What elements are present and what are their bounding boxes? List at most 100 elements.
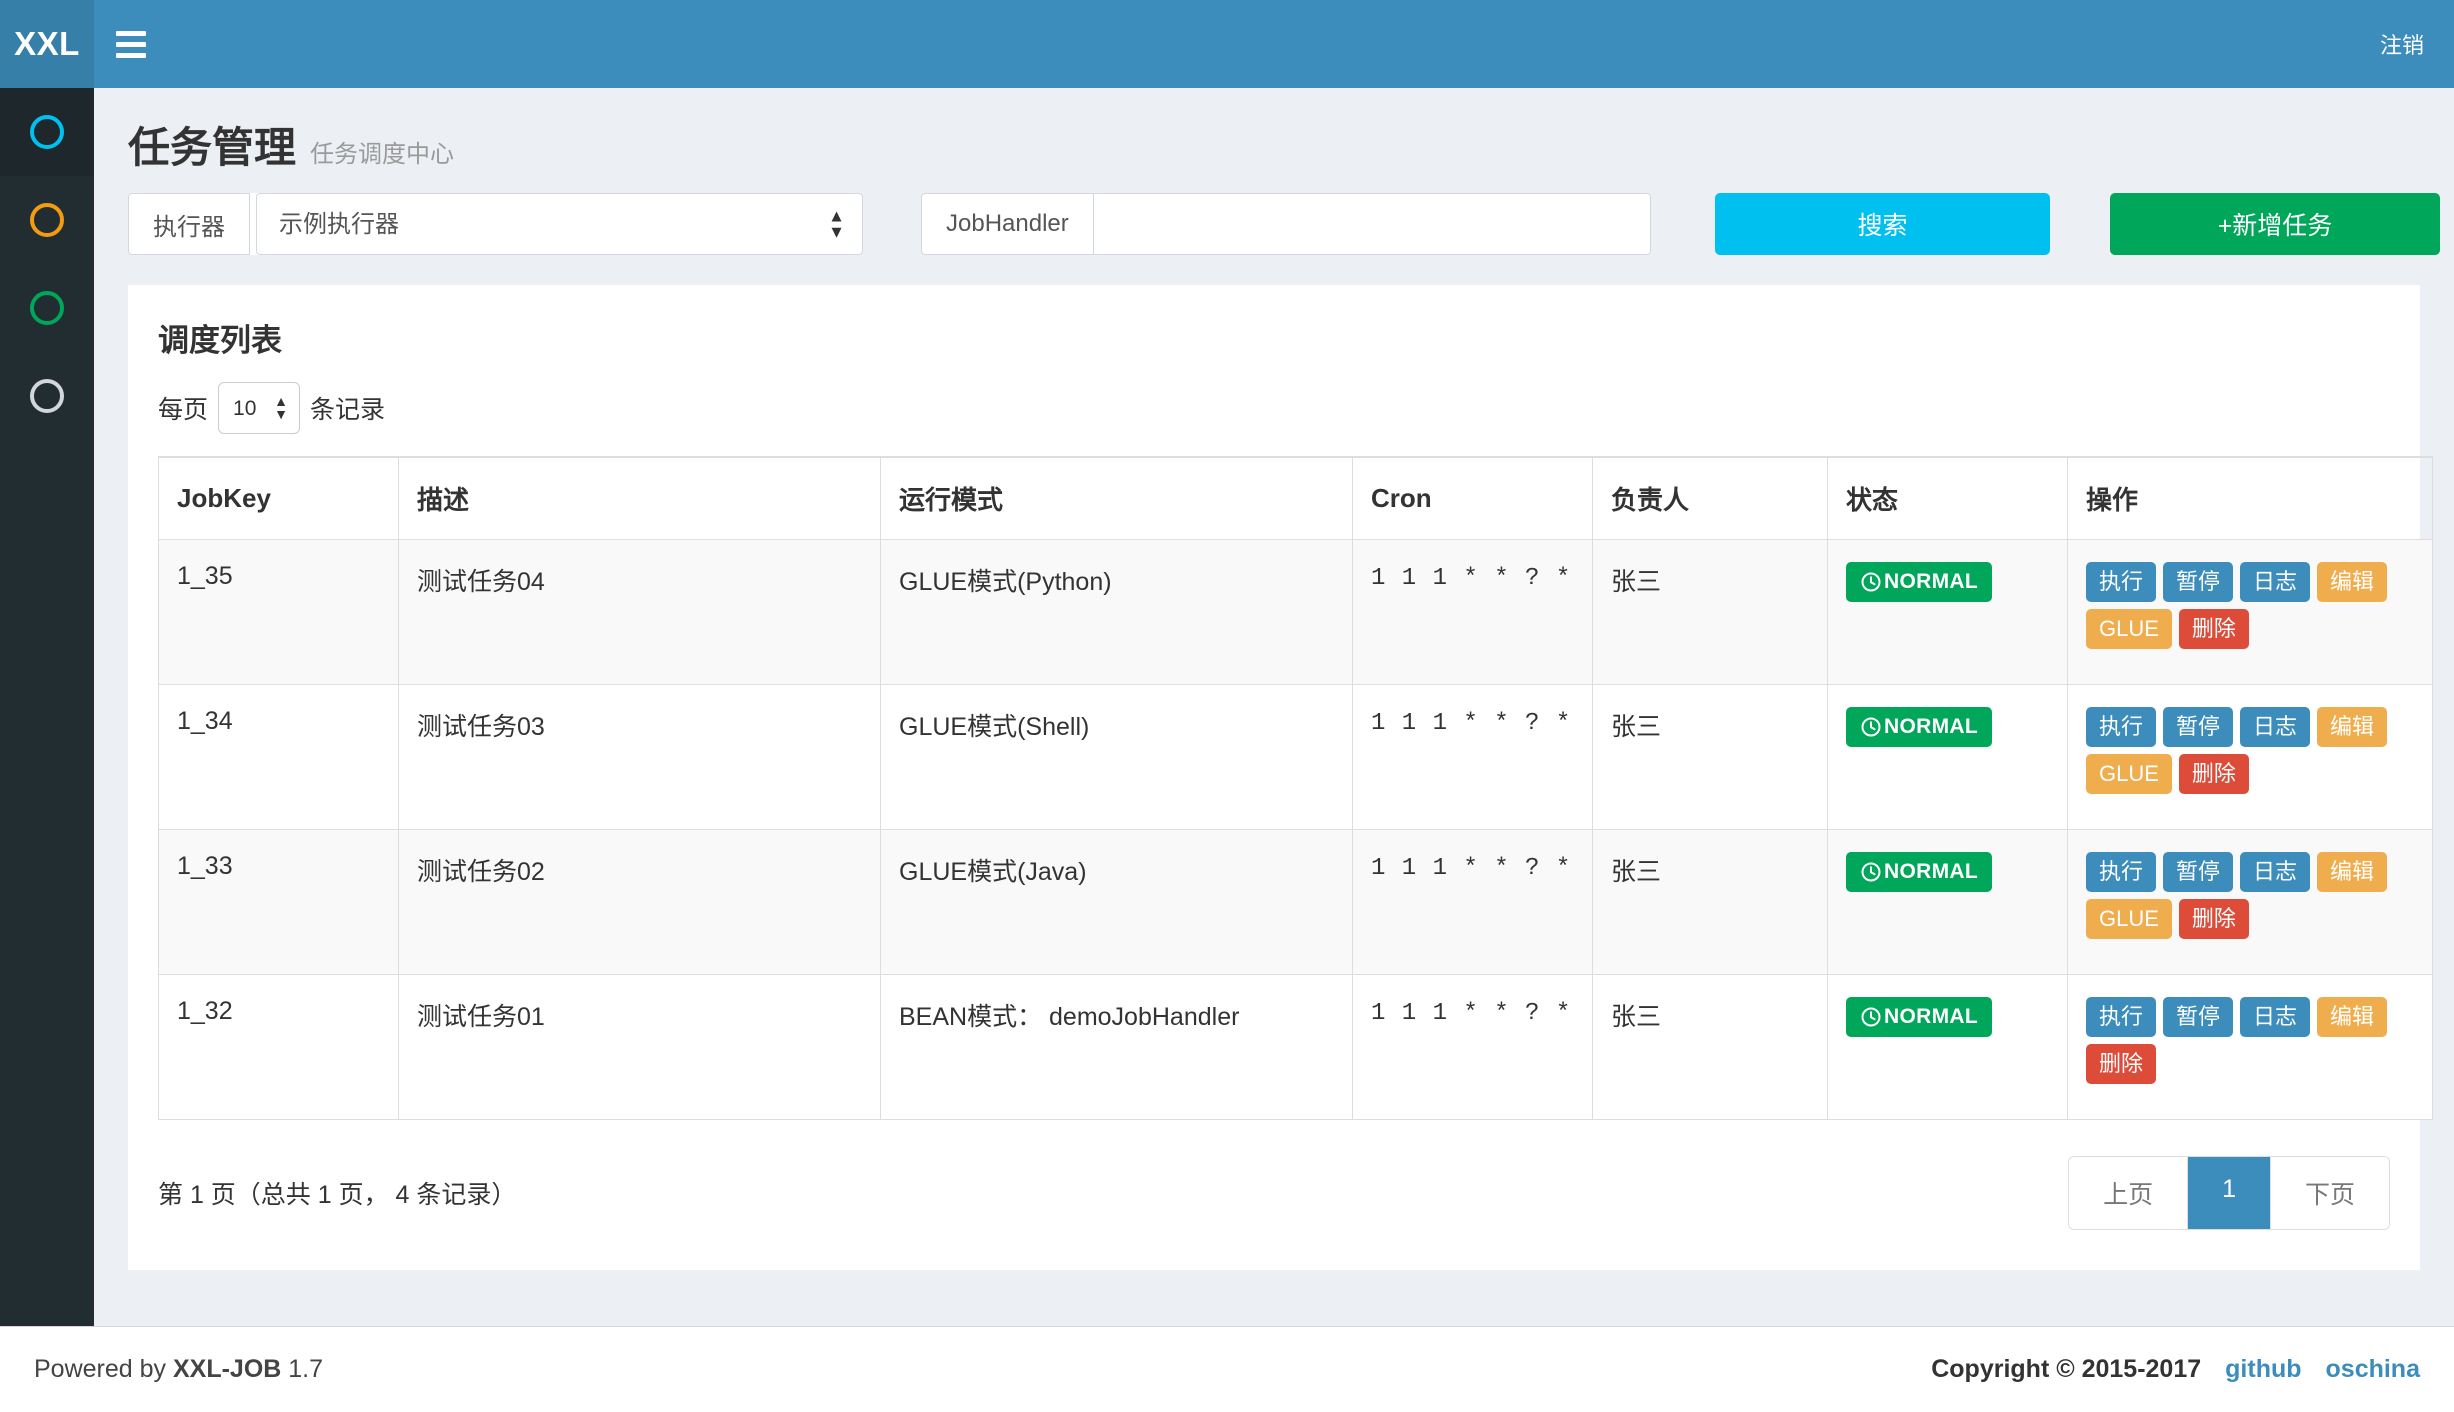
top-navbar: XXL 注销 [0,0,2454,88]
pagination-next[interactable]: 下页 [2270,1157,2389,1229]
column-header-6: 操作 [2067,456,2433,540]
cell-status: NORMAL [1827,539,2068,685]
jobhandler-input[interactable] [1093,193,1651,255]
cell-jobkey: 1_32 [158,974,399,1120]
operation-buttons: 执行 暂停 日志 编辑 GLUE 删除 [2086,562,2396,650]
cell-operations: 执行 暂停 日志 编辑 GLUE 删除 [2067,539,2433,685]
cell-operations: 执行 暂停 日志 编辑 GLUE 删除 [2067,684,2433,830]
jobs-table-body: 1_35 测试任务04 GLUE模式(Python) 1 1 1 * * ? * 张三 N… [158,539,2433,1120]
hamburger-icon[interactable] [94,0,168,88]
page-length-select-wrap: 102050100 ▲▼ [218,382,301,434]
cell-desc: 测试任务01 [398,974,881,1120]
circle-icon [30,379,64,413]
jobs-table-head: JobKey 描述 运行模式 Cron 负责人 状态 操作 [158,456,2433,540]
sidebar-item-2[interactable] [0,176,94,264]
executor-select[interactable]: 示例执行器 [256,193,863,255]
pagination-prev[interactable]: 上页 [2069,1157,2189,1229]
jobhandler-filter-group: JobHandler [921,193,1651,255]
hamburger-bar [116,41,146,47]
cell-jobkey: 1_34 [158,684,399,830]
table-row: 1_35 测试任务04 GLUE模式(Python) 1 1 1 * * ? * 张三 N… [158,539,2433,685]
topbar-right: 注销 [94,0,2454,88]
op-button-执行[interactable]: 执行 [2086,852,2157,893]
op-button-执行[interactable]: 执行 [2086,562,2157,603]
oschina-link[interactable]: oschina [2325,1355,2420,1383]
status-badge-label: NORMAL [1884,860,1978,883]
page-subtitle: 任务调度中心 [310,141,455,168]
cell-mode: GLUE模式(Python) [880,539,1353,685]
circle-icon [30,291,64,325]
op-button-删除[interactable]: 删除 [2086,1044,2157,1085]
cell-jobkey: 1_35 [158,539,399,685]
page-title: 任务管理 [128,124,297,171]
cell-mode: GLUE模式(Shell) [880,684,1353,830]
op-button-编辑[interactable]: 编辑 [2317,852,2388,893]
op-button-GLUE[interactable]: GLUE [2086,754,2172,795]
app-logo[interactable]: XXL [0,0,94,88]
op-button-编辑[interactable]: 编辑 [2317,707,2388,748]
cron-expression: 1 1 1 * * ? * [1371,565,1572,592]
search-button[interactable]: 搜索 [1715,193,2050,255]
logout-link[interactable]: 注销 [2379,33,2424,58]
sidebar-item-3[interactable] [0,264,94,352]
cell-owner: 张三 [1592,684,1828,830]
op-button-日志[interactable]: 日志 [2240,562,2311,603]
add-job-button[interactable]: +新增任务 [2110,193,2440,255]
status-badge: NORMAL [1846,707,1992,747]
page-length-prefix: 每页 [158,396,209,424]
pagination-page-1[interactable]: 1 [2188,1157,2271,1229]
operation-buttons: 执行 暂停 日志 编辑 GLUE 删除 [2086,852,2396,940]
table-row: 1_33 测试任务02 GLUE模式(Java) 1 1 1 * * ? * 张三 NOR… [158,829,2433,975]
op-button-日志[interactable]: 日志 [2240,852,2311,893]
cell-jobkey: 1_33 [158,829,399,975]
cell-mode: GLUE模式(Java) [880,829,1353,975]
op-button-删除[interactable]: 删除 [2178,899,2249,940]
hamburger-bar [116,52,146,58]
op-button-编辑[interactable]: 编辑 [2317,997,2388,1038]
page-length-select[interactable]: 102050100 [218,382,301,434]
powered-version: 1.7 [281,1355,324,1383]
cell-desc: 测试任务04 [398,539,881,685]
powered-brand: XXL-JOB [172,1355,282,1383]
pagination-row: 第 1 页（总共 1 页， 4 条记录） 上页 1 下页 [128,1120,2420,1270]
table-row: 1_34 测试任务03 GLUE模式(Shell) 1 1 1 * * ? * 张三 NO… [158,684,2433,830]
op-button-编辑[interactable]: 编辑 [2317,562,2388,603]
hamburger-bar [116,30,146,36]
clock-icon [1860,1006,1882,1028]
op-button-删除[interactable]: 删除 [2178,609,2249,650]
op-button-暂停[interactable]: 暂停 [2163,707,2234,748]
sidebar-item-4[interactable] [0,352,94,440]
powered-prefix: Powered by [34,1355,173,1383]
cell-owner: 张三 [1592,974,1828,1120]
column-header-2: 运行模式 [880,456,1353,540]
cell-cron: 1 1 1 * * ? * [1352,539,1593,685]
op-button-暂停[interactable]: 暂停 [2163,562,2234,603]
op-button-日志[interactable]: 日志 [2240,707,2311,748]
op-button-删除[interactable]: 删除 [2178,754,2249,795]
sidebar-item-1[interactable] [0,88,94,176]
page-header: 任务管理 任务调度中心 [94,88,2454,193]
status-badge-label: NORMAL [1884,1005,1978,1028]
panel-title: 调度列表 [158,323,282,358]
op-button-执行[interactable]: 执行 [2086,997,2157,1038]
footer-powered-by: Powered by XXL-JOB 1.7 [34,1355,323,1384]
page-footer: Powered by XXL-JOB 1.7 Copyright © 2015-… [0,1326,2454,1412]
op-button-暂停[interactable]: 暂停 [2163,852,2234,893]
github-link[interactable]: github [2225,1355,2302,1383]
op-button-暂停[interactable]: 暂停 [2163,997,2234,1038]
search-toolbar: 执行器 示例执行器 ▲ ▼ JobHandler 搜索 +新增任务 [94,193,2454,255]
cell-cron: 1 1 1 * * ? * [1352,829,1593,975]
circle-icon [30,203,64,237]
cell-mode: BEAN模式： demoJobHandler [880,974,1353,1120]
op-button-GLUE[interactable]: GLUE [2086,609,2172,650]
column-header-5: 状态 [1827,456,2068,540]
op-button-GLUE[interactable]: GLUE [2086,899,2172,940]
status-badge: NORMAL [1846,997,1992,1037]
cell-cron: 1 1 1 * * ? * [1352,684,1593,830]
status-badge-label: NORMAL [1884,715,1978,738]
op-button-执行[interactable]: 执行 [2086,707,2157,748]
op-button-日志[interactable]: 日志 [2240,997,2311,1038]
cron-expression: 1 1 1 * * ? * [1371,710,1572,737]
cell-status: NORMAL [1827,829,2068,975]
